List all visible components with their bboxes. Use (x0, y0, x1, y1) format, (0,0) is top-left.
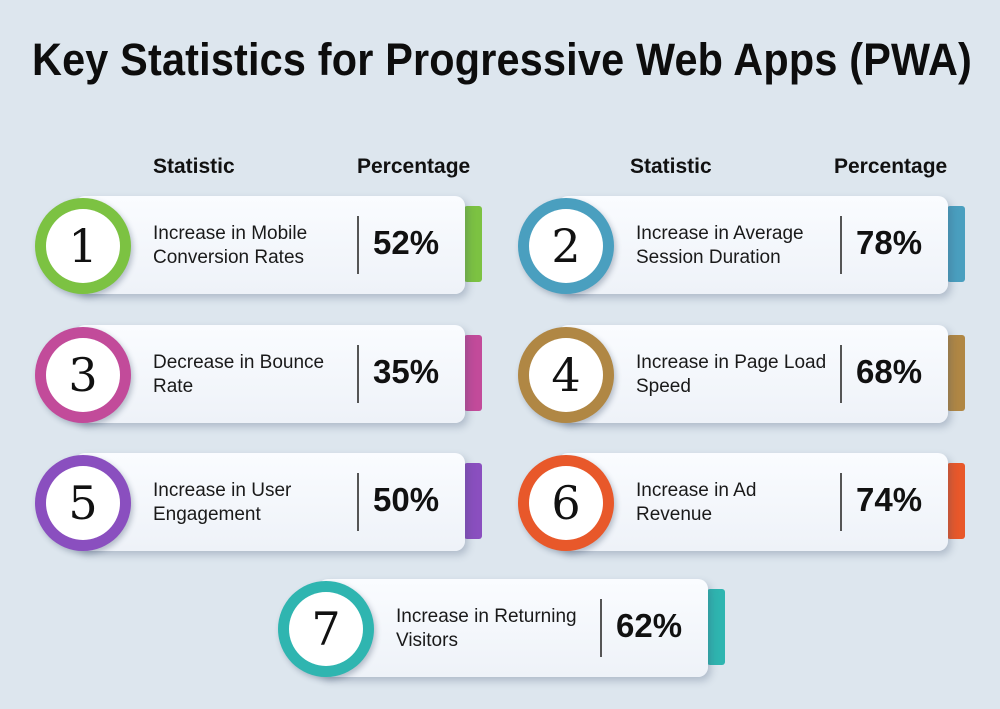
stat-number: 1 (46, 209, 120, 283)
stat-card-7: Increase in Returning Visitors 62% 7 (278, 579, 725, 679)
stat-card-2: Increase in Average Session Duration 78%… (518, 196, 965, 296)
card-panel: Increase in Mobile Conversion Rates 52% (75, 196, 465, 294)
stat-number: 2 (529, 209, 603, 283)
number-ring: 5 (35, 455, 131, 551)
stat-label: Increase in Returning Visitors (396, 606, 577, 651)
card-panel: Increase in Page Load Speed 68% (558, 325, 948, 423)
left-percentage-header: Percentage (357, 155, 471, 178)
card-divider (357, 473, 359, 531)
card-divider (840, 473, 842, 531)
page-title: Key Statistics for Progressive Web Apps … (32, 34, 973, 85)
stat-label: Decrease in Bounce Rate (153, 352, 325, 397)
card-divider (600, 599, 602, 657)
card-panel: Increase in User Engagement 50% (75, 453, 465, 551)
card-accent-tab (464, 463, 482, 539)
stat-value: 74% (856, 481, 923, 518)
stat-label: Increase in Ad Revenue (636, 480, 757, 525)
stat-value: 78% (856, 224, 923, 261)
stat-number: 3 (46, 338, 120, 412)
left-statistic-header: Statistic (153, 155, 235, 178)
stat-card-5: Increase in User Engagement 50% 5 (35, 453, 482, 553)
number-ring: 3 (35, 327, 131, 423)
card-divider (840, 345, 842, 403)
stat-value: 52% (373, 224, 440, 261)
card-divider (840, 216, 842, 274)
card-accent-tab (464, 335, 482, 411)
stat-label: Increase in Page Load Speed (636, 352, 827, 397)
stat-card-4: Increase in Page Load Speed 68% 4 (518, 325, 965, 425)
card-divider (357, 216, 359, 274)
card-panel: Increase in Average Session Duration 78% (558, 196, 948, 294)
stat-card-3: Decrease in Bounce Rate 35% 3 (35, 325, 482, 425)
card-accent-tab (464, 206, 482, 282)
stat-card-6: Increase in Ad Revenue 74% 6 (518, 453, 965, 553)
stat-value: 35% (373, 353, 440, 390)
card-accent-tab (947, 463, 965, 539)
right-statistic-header: Statistic (630, 155, 712, 178)
stat-label: Increase in Average Session Duration (636, 223, 804, 268)
number-ring: 7 (278, 581, 374, 677)
card-panel: Increase in Ad Revenue 74% (558, 453, 948, 551)
card-accent-tab (707, 589, 725, 665)
number-ring: 4 (518, 327, 614, 423)
card-panel: Increase in Returning Visitors 62% (318, 579, 708, 677)
stat-value: 50% (373, 481, 440, 518)
number-ring: 1 (35, 198, 131, 294)
stat-number: 6 (529, 466, 603, 540)
stat-value: 62% (616, 607, 683, 644)
number-ring: 2 (518, 198, 614, 294)
stat-card-1: Increase in Mobile Conversion Rates 52% … (35, 196, 482, 296)
card-accent-tab (947, 206, 965, 282)
number-ring: 6 (518, 455, 614, 551)
card-accent-tab (947, 335, 965, 411)
stat-number: 4 (529, 338, 603, 412)
stat-value: 68% (856, 353, 923, 390)
stat-label: Increase in Mobile Conversion Rates (153, 223, 308, 268)
stat-number: 7 (289, 592, 363, 666)
stat-number: 5 (46, 466, 120, 540)
stat-label: Increase in User Engagement (153, 480, 292, 525)
card-panel: Decrease in Bounce Rate 35% (75, 325, 465, 423)
card-divider (357, 345, 359, 403)
right-percentage-header: Percentage (834, 155, 948, 178)
